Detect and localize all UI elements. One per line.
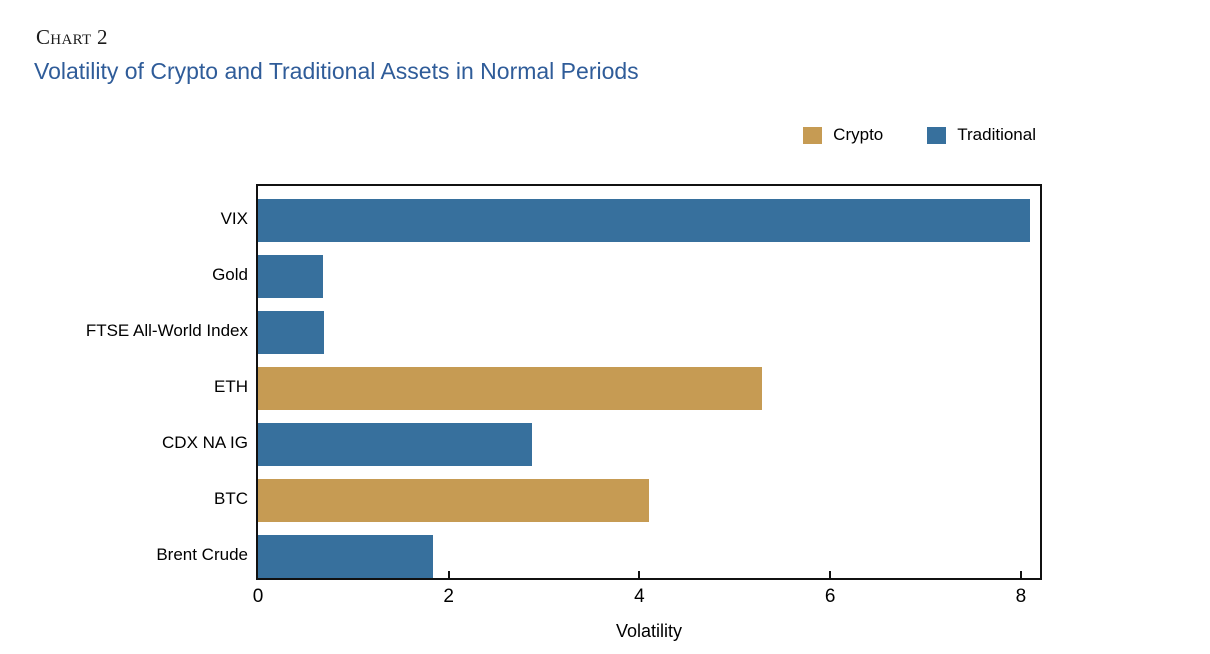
x-axis-tick-mark <box>638 571 641 578</box>
bar-crypto <box>258 479 649 522</box>
legend-swatch-icon <box>803 126 823 144</box>
chart-number-label: Chart 2 <box>36 25 108 49</box>
category-label: FTSE All-World Index <box>85 321 248 340</box>
legend-swatch-icon <box>927 126 947 144</box>
category-label: VIX <box>220 209 248 228</box>
category-label: Gold <box>212 265 248 284</box>
legend-item-traditional: Traditional <box>927 125 1036 145</box>
x-axis-tick-mark <box>1019 571 1022 578</box>
legend-item-crypto: Crypto <box>803 125 883 145</box>
category-label: ETH <box>214 377 248 396</box>
bar-row <box>258 466 1040 522</box>
bar-row <box>258 522 1040 578</box>
bar-traditional <box>258 199 1031 242</box>
bar-traditional <box>258 423 532 466</box>
bar-traditional <box>258 535 434 578</box>
bar-row <box>258 354 1040 410</box>
x-axis-title: Volatility <box>615 621 683 641</box>
x-axis-tick-label: 0 <box>252 586 264 607</box>
category-label: Brent Crude <box>156 545 248 564</box>
legend-label: Traditional <box>957 125 1036 144</box>
bar-traditional <box>258 311 324 354</box>
x-axis-tick-label: 2 <box>443 586 455 607</box>
legend-label: Crypto <box>833 125 884 144</box>
bar-row <box>258 410 1040 466</box>
plot-area <box>256 184 1042 580</box>
x-axis-tick-mark <box>829 571 832 578</box>
category-label: CDX NA IG <box>162 433 248 452</box>
bar-traditional <box>258 255 323 298</box>
category-label: BTC <box>214 489 248 508</box>
bar-row <box>258 242 1040 298</box>
bar-row <box>258 186 1040 242</box>
x-axis-tick-label: 6 <box>824 586 836 607</box>
x-axis-tick-labels: 0 2 4 6 8 <box>253 586 1040 610</box>
y-axis-labels: VIX Gold FTSE All-World Index ETH CDX NA IG B… <box>0 186 248 578</box>
x-axis-tick-label: 4 <box>634 586 645 607</box>
bar-row <box>258 298 1040 354</box>
chart-title: Volatility of Crypto and Traditional Ass… <box>34 58 639 84</box>
x-axis-tick-mark <box>447 571 450 578</box>
legend: Crypto Traditional <box>803 125 1036 145</box>
bar-crypto <box>258 367 762 410</box>
x-axis-tick-label: 8 <box>1015 586 1027 607</box>
